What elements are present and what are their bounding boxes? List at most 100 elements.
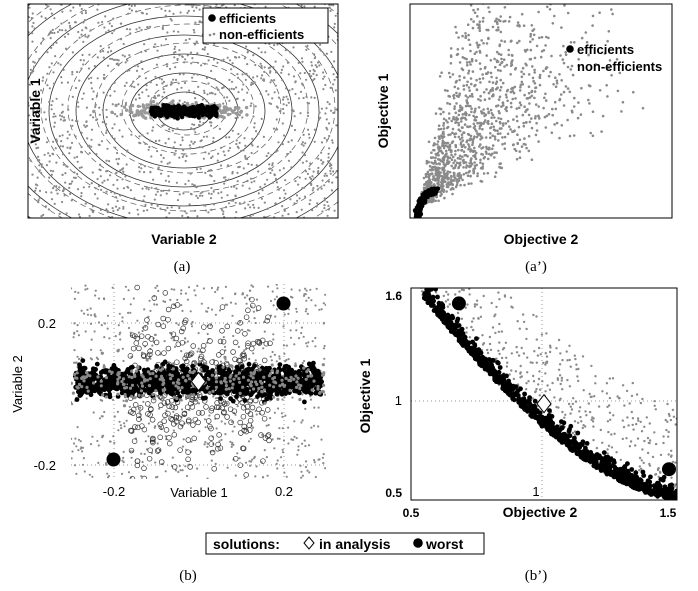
point-non-efficient: [456, 48, 460, 51]
point-non-efficient: [456, 87, 460, 90]
point-non-efficient: [501, 124, 505, 127]
point-non-efficient: [551, 22, 555, 25]
point-non-efficient: [130, 334, 133, 337]
point-non-efficient: [573, 96, 576, 100]
point-hollow: [200, 347, 206, 354]
point-non-efficient: [89, 357, 92, 360]
point-non-efficient: [207, 306, 210, 310]
point-non-efficient: [74, 176, 77, 179]
contour-line-dashed: [67, 23, 309, 193]
point-non-efficient: [300, 57, 304, 60]
point-non-efficient: [562, 104, 566, 107]
point-non-efficient: [311, 340, 314, 343]
point-hollow: [190, 422, 196, 428]
point-hollow: [247, 427, 253, 433]
point-non-efficient: [235, 211, 238, 214]
point-non-efficient: [100, 140, 103, 143]
point-non-efficient: [460, 120, 463, 123]
point-non-efficient: [514, 97, 517, 100]
point-non-efficient: [322, 302, 325, 305]
point-non-efficient: [525, 97, 529, 100]
point-non-efficient: [162, 124, 165, 127]
point-non-efficient: [139, 142, 142, 145]
point-non-efficient: [174, 469, 178, 472]
point-non-efficient: [488, 10, 491, 14]
point-non-efficient: [447, 181, 450, 184]
point-non-efficient: [591, 110, 595, 113]
point-non-efficient: [587, 98, 590, 102]
point-non-efficient: [113, 441, 116, 444]
point-non-efficient: [434, 152, 438, 156]
point-non-efficient: [228, 146, 232, 150]
point-non-efficient: [472, 137, 476, 140]
point-non-efficient: [250, 102, 253, 105]
point-non-efficient: [269, 299, 273, 303]
point-non-efficient: [333, 60, 336, 63]
point-non-efficient: [206, 332, 209, 336]
point-non-efficient: [474, 107, 477, 111]
point-non-efficient: [101, 181, 104, 184]
point-non-efficient: [257, 170, 260, 173]
point-non-efficient: [294, 80, 297, 83]
point-non-efficient: [143, 452, 146, 456]
point-non-efficient: [117, 59, 120, 62]
point-non-efficient: [219, 360, 222, 363]
point-hollow: [173, 335, 180, 342]
point-non-efficient: [157, 166, 160, 169]
point-non-efficient: [150, 186, 153, 189]
point-non-efficient: [504, 122, 508, 125]
point-non-efficient: [72, 6, 75, 9]
point-non-efficient: [127, 12, 130, 15]
point-non-efficient: [144, 50, 147, 53]
point-non-efficient: [197, 402, 201, 405]
point-non-efficient: [484, 150, 488, 153]
point-non-efficient: [29, 159, 32, 162]
point-non-efficient: [245, 302, 248, 305]
point-non-efficient: [172, 30, 175, 33]
point-non-efficient: [433, 159, 437, 163]
point-non-efficient: [252, 426, 255, 429]
point-non-efficient: [178, 205, 181, 208]
point-non-efficient: [438, 167, 442, 170]
point-non-efficient: [98, 143, 101, 147]
point-hollow: [181, 411, 188, 417]
point-non-efficient: [125, 28, 129, 31]
point-non-efficient: [287, 426, 290, 429]
point-non-efficient: [269, 70, 272, 73]
point-non-efficient: [140, 475, 143, 478]
point-non-efficient: [81, 12, 84, 15]
point-non-efficient: [264, 51, 267, 54]
point-non-efficient: [226, 194, 229, 197]
point-non-efficient: [291, 396, 294, 399]
point-non-efficient: [594, 63, 597, 66]
point-non-efficient: [172, 429, 175, 432]
point-non-efficient: [300, 4, 303, 7]
point-non-efficient: [90, 76, 93, 79]
point-non-efficient: [141, 91, 144, 94]
point-non-efficient: [327, 156, 330, 159]
point-non-efficient: [206, 445, 209, 448]
point-non-efficient: [308, 136, 311, 139]
point-non-efficient: [162, 300, 165, 303]
point-non-efficient: [107, 64, 110, 67]
point-non-efficient: [112, 209, 115, 213]
point-non-efficient: [460, 108, 464, 111]
point-non-efficient: [241, 292, 244, 295]
point-non-efficient: [434, 112, 438, 115]
point-non-efficient: [233, 106, 238, 110]
point-non-efficient: [547, 74, 551, 78]
point-non-efficient: [112, 17, 115, 20]
point-non-efficient: [282, 134, 286, 137]
point-non-efficient: [160, 172, 163, 175]
point-non-efficient: [438, 158, 442, 162]
point-non-efficient: [126, 69, 129, 72]
point-non-efficient: [463, 154, 467, 157]
point-non-efficient: [42, 76, 45, 79]
point-non-efficient: [186, 11, 189, 14]
point-non-efficient: [176, 199, 180, 202]
point-non-efficient: [80, 195, 83, 198]
point-non-efficient: [61, 29, 64, 32]
point-non-efficient: [113, 192, 117, 195]
point-non-efficient: [290, 124, 293, 127]
point-non-efficient: [247, 49, 250, 52]
